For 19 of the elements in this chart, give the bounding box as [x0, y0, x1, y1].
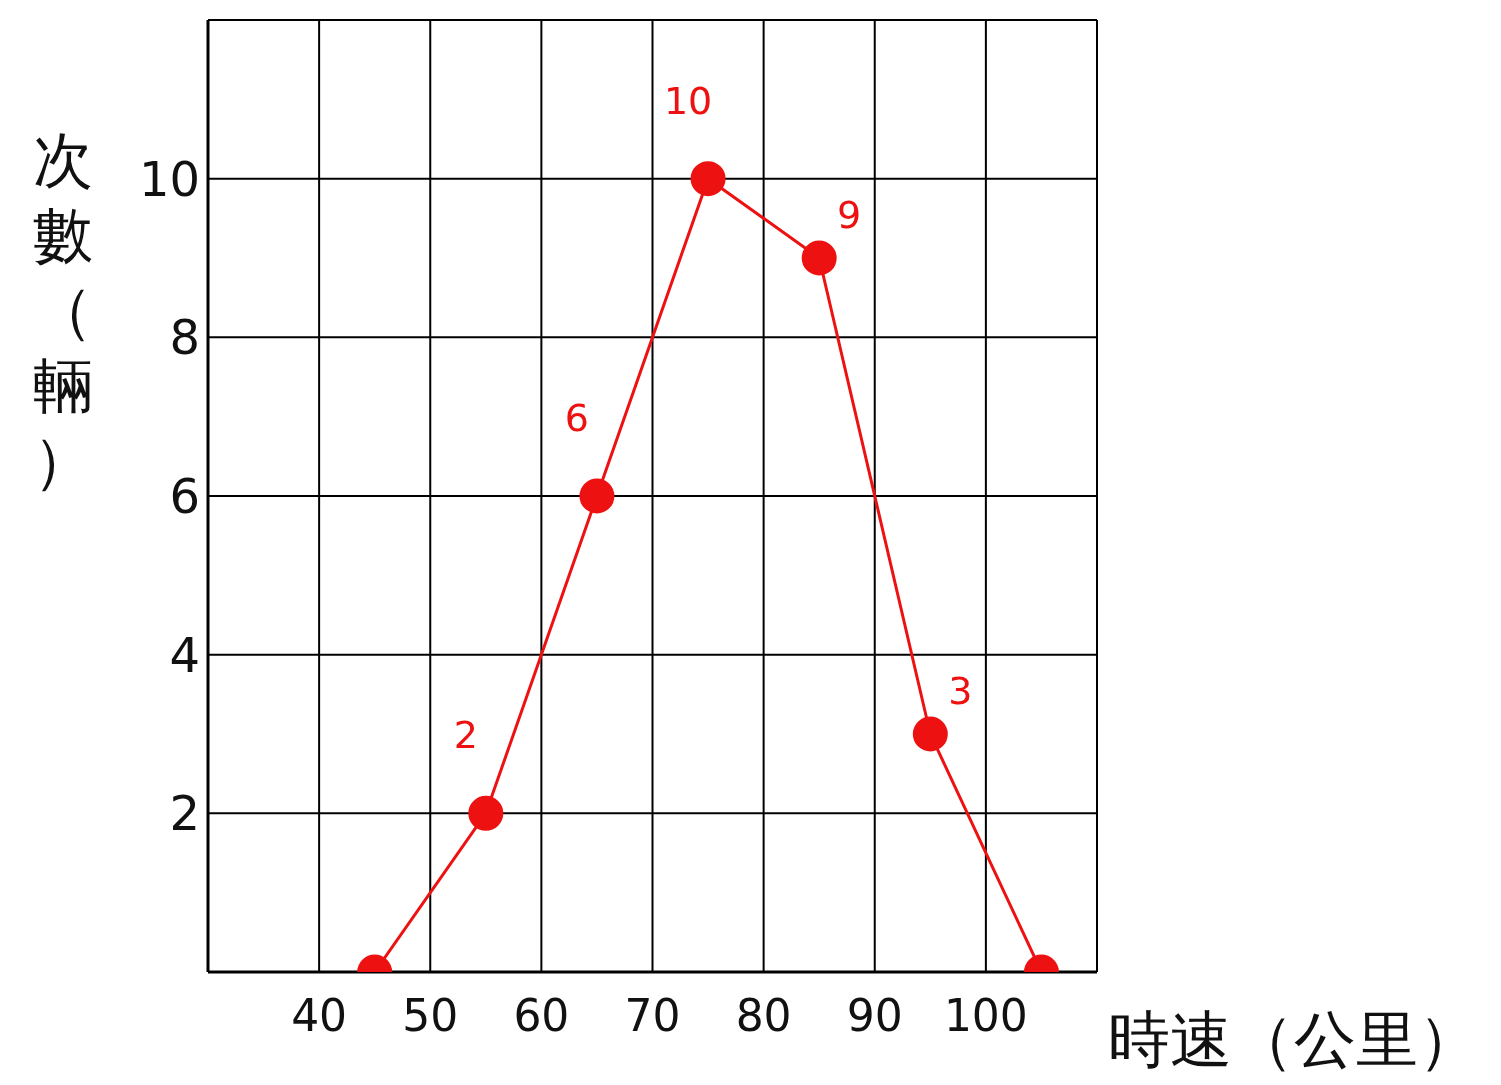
x-tick-label: 40: [291, 990, 348, 1042]
data-label: 10: [663, 78, 713, 123]
data-label: 6: [564, 396, 590, 440]
y-tick-label: 8: [169, 309, 200, 366]
x-tick-label: 80: [735, 990, 792, 1042]
x-tick-label: 90: [846, 990, 903, 1042]
data-label: 3: [948, 669, 973, 713]
x-tick-label: 50: [402, 990, 459, 1042]
y-tick-label: 10: [138, 150, 200, 207]
x-axis-title: 時速（公里）: [1108, 1002, 1480, 1078]
y-tick-label: 2: [169, 785, 200, 842]
y-tick-label: 4: [169, 626, 200, 683]
y-axis-title: 次數（輛）: [32, 124, 94, 497]
x-tick-label: 70: [624, 990, 681, 1042]
y-tick-label: 6: [169, 468, 200, 525]
data-label: 9: [837, 193, 862, 237]
x-tick-label: 60: [513, 990, 570, 1042]
x-tick-label: 100: [943, 990, 1028, 1042]
data-label: 2: [453, 713, 478, 758]
